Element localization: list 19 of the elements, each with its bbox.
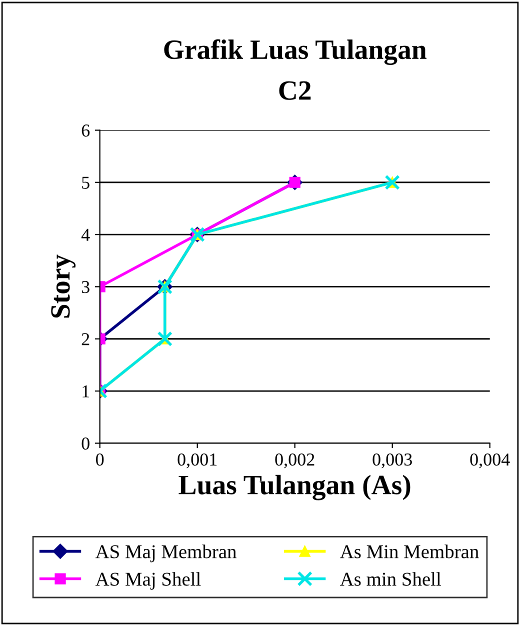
legend-label: AS Maj Shell [95, 572, 201, 590]
y-tick-label: 1 [82, 385, 90, 398]
y-tick-label: 6 [82, 124, 90, 137]
y-tick-label: 0 [82, 437, 90, 450]
y-axis-title: Story [51, 254, 76, 318]
y-tick-label: 4 [81, 228, 90, 241]
chart-title: Grafik Luas Tulangan C2 [164, 39, 426, 100]
x-axis-title: Luas Tulangan (As) [178, 474, 410, 500]
x-tick-label: 0,002 [275, 453, 314, 468]
x-tick-label: 0,001 [178, 453, 217, 468]
y-tick-label: 5 [82, 176, 90, 189]
legend-label: AS Maj Membran [95, 544, 236, 562]
legend-label: As Min Membran [340, 544, 479, 558]
y-tick-label: 3 [82, 281, 90, 294]
legend-label: As min Shell [340, 572, 441, 586]
x-tick-label: 0 [96, 453, 104, 466]
x-tick-label: 0,004 [470, 453, 510, 468]
x-tick-label: 0,003 [372, 453, 412, 468]
y-tick-label: 2 [82, 333, 90, 346]
